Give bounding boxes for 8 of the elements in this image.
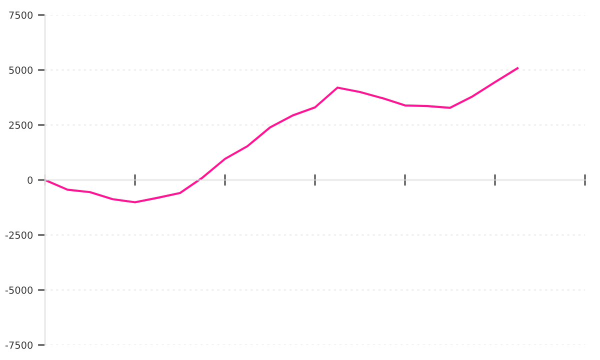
line-series bbox=[45, 67, 519, 204]
y-tick-label: -5000 bbox=[5, 286, 33, 294]
y-tick-label: -2500 bbox=[5, 231, 33, 239]
y-tick-label: -7500 bbox=[5, 341, 33, 349]
y-tick-label: 7500 bbox=[9, 11, 33, 19]
y-tick-label: 0 bbox=[28, 176, 33, 184]
y-tick-label: 5000 bbox=[9, 66, 33, 74]
y-tick-label: 2500 bbox=[9, 121, 33, 129]
